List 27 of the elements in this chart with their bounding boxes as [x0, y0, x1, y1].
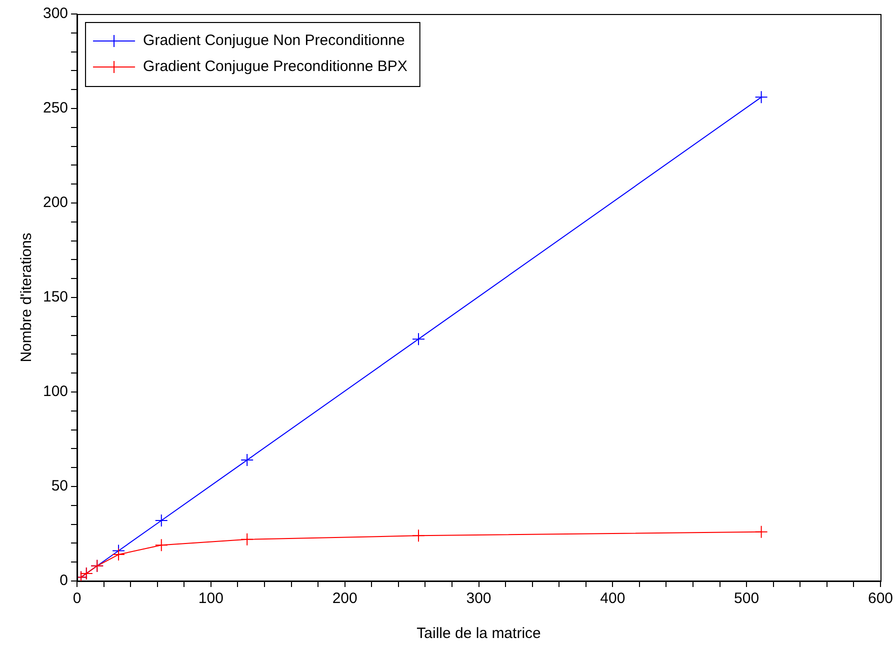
point [154, 538, 168, 552]
point [412, 332, 425, 346]
y-tick-label: 250 [42, 100, 68, 117]
point [754, 90, 768, 104]
y-tick-label: 150 [42, 288, 68, 306]
point [240, 532, 254, 546]
y-axis-title: Nombre d'iterations [18, 232, 36, 362]
legend-label: Gradient Conjugue Non Preconditionne [143, 32, 405, 50]
point [754, 525, 768, 538]
x-tick-label: 0 [72, 590, 82, 608]
x-tick-label: 600 [868, 590, 893, 608]
legend-label: Gradient Conjugue Preconditionne BPX [143, 58, 408, 76]
x-tick-label: 500 [734, 590, 760, 608]
x-tick-label: 100 [198, 590, 224, 608]
y-tick-label: 300 [42, 5, 68, 22]
x-tick-label: 300 [466, 590, 492, 608]
y-tick-label: 0 [60, 572, 68, 590]
point [112, 548, 126, 562]
y-tick-label: 100 [42, 383, 68, 400]
point [154, 514, 168, 528]
x-tick-label: 400 [600, 590, 626, 608]
x-axis-title: Taille de la matrice [416, 625, 541, 642]
y-tick-label: 200 [42, 194, 68, 212]
x-tick-label: 200 [332, 590, 358, 608]
point [240, 454, 254, 467]
point [412, 529, 425, 542]
y-tick-label: 50 [51, 478, 68, 495]
